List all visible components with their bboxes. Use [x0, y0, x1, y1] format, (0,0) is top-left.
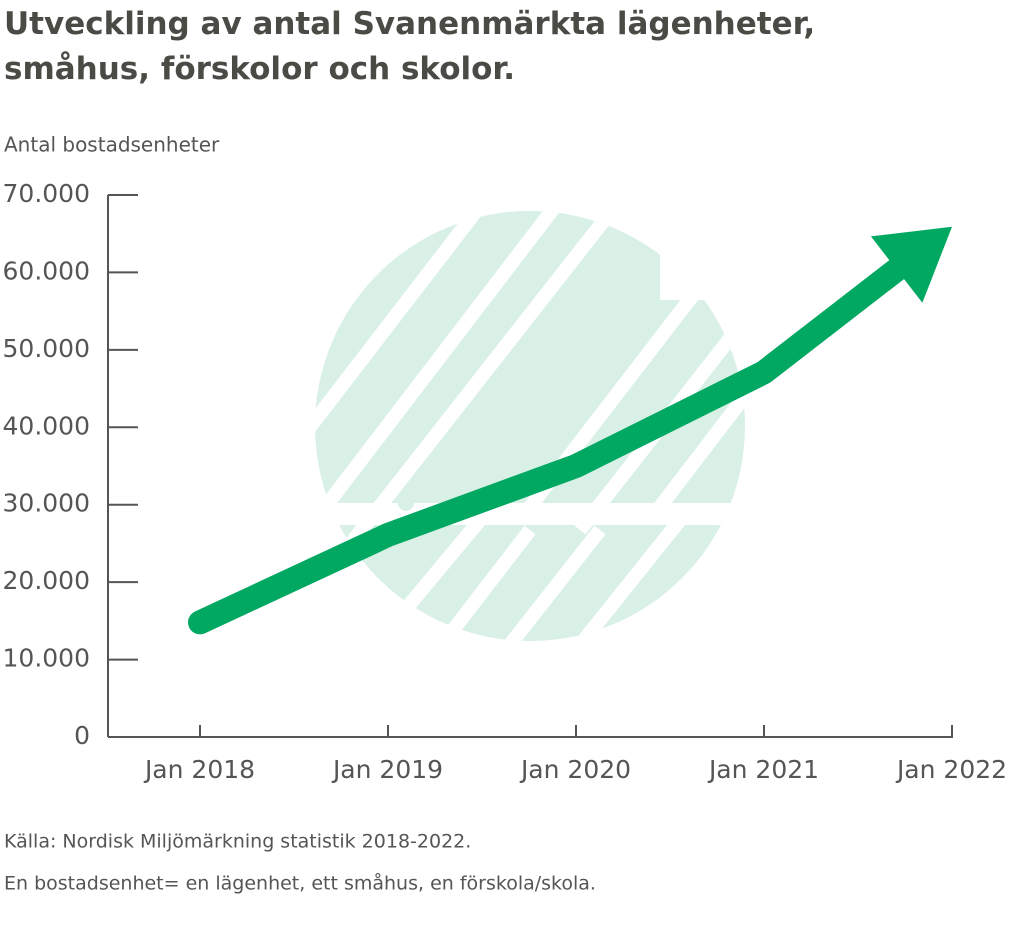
x-tick-label: Jan 2021: [707, 755, 819, 784]
line: [188, 245, 925, 635]
y-tick-label: 60.000: [3, 256, 90, 285]
background-logo: [315, 211, 745, 641]
arrow-head: [870, 226, 952, 303]
y-tick-label: 10.000: [3, 644, 90, 673]
x-tick-label: Jan 2019: [331, 755, 443, 784]
chart-title: Utveckling av antal Svanenmärkta lägenhe…: [4, 6, 816, 87]
y-tick-label: 30.000: [3, 489, 90, 518]
x-tick-label: Jan 2018: [143, 755, 255, 784]
x-tick-label: Jan 2020: [519, 755, 631, 784]
y-tick-label: 20.000: [3, 566, 90, 595]
x-tick-label: Jan 2022: [895, 755, 1007, 784]
y-tick-label: 40.000: [3, 411, 90, 440]
y-tick-label: 50.000: [3, 334, 90, 363]
note: Källa: Nordisk Miljömärkning statistik 2…: [4, 831, 471, 853]
note: En bostadsenhet= en lägenhet, ett småhus…: [4, 872, 596, 895]
y-axis-label: Antal bostadsenheter: [4, 133, 220, 157]
y-tick-label: 70.000: [3, 179, 90, 208]
y-tick-label: 0: [74, 721, 90, 750]
